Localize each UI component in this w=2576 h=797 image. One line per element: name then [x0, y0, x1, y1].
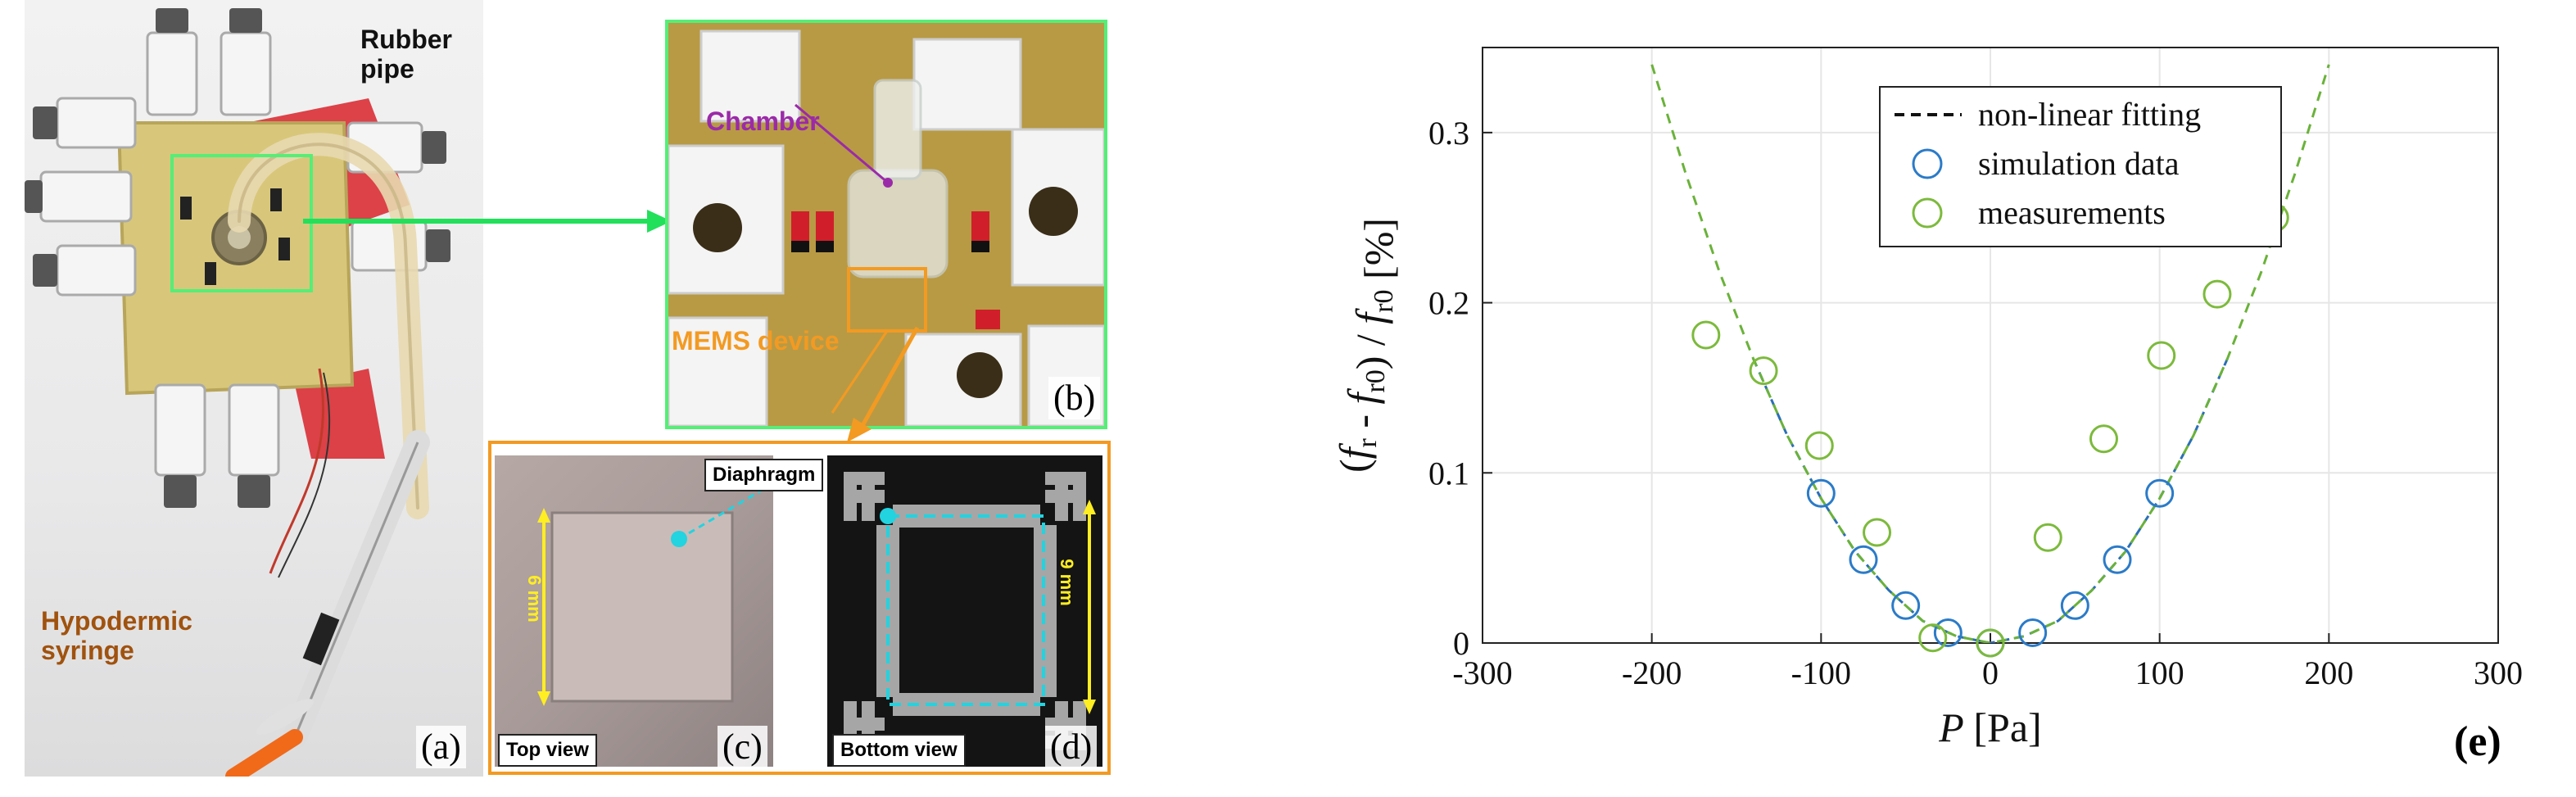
measurement-point	[2033, 523, 2062, 552]
y-tick-label: 0.3	[1428, 115, 1469, 152]
measurement-point	[1918, 623, 1948, 653]
panel-b-letter: (b)	[1048, 377, 1101, 419]
measurement-point	[2203, 279, 2232, 309]
panel-c-dimension-label: 6 mm	[524, 575, 545, 623]
simulation-point	[1806, 478, 1836, 508]
simulation-point	[1891, 591, 1921, 620]
simulation-point	[2103, 545, 2132, 574]
x-tick-label: -200	[1622, 654, 1682, 691]
x-axis-label: P [Pa]	[1938, 704, 2041, 750]
fit-line-overlay	[1752, 358, 2229, 643]
panel-a-photo	[25, 0, 483, 777]
x-tick-label: -100	[1791, 654, 1851, 691]
y-axis-label: (fr - fr0) / fr0 [%]	[1331, 218, 1401, 473]
measurement-point	[2089, 424, 2118, 454]
zoom-arrow-b-to-cd	[847, 326, 920, 442]
diaphragm-marker-d	[880, 508, 896, 524]
measurement-point	[1863, 518, 1892, 547]
chart-series	[1650, 64, 2330, 658]
measurement-point	[1749, 356, 1778, 386]
x-tick-label: 300	[2474, 654, 2523, 691]
diaphragm-label: Diaphragm	[704, 459, 824, 491]
rubber-pipe-label: Rubber pipe	[360, 25, 452, 84]
panel-a-illustration	[25, 8, 450, 777]
legend-entry-label: non-linear fitting	[1978, 96, 2201, 133]
panel-d-letter: (d)	[1045, 726, 1098, 768]
fit-line	[1650, 64, 2330, 643]
panel-c-photo	[495, 455, 773, 767]
panel-cd-frame	[488, 441, 1111, 775]
chart-legend: non-linear fitting simulation data measure…	[1879, 86, 2282, 247]
measurement-point	[2147, 341, 2176, 370]
panel-a-letter: (a)	[416, 726, 466, 768]
simulation-point	[1849, 545, 1878, 574]
bottom-view-tag: Bottom view	[832, 734, 966, 767]
measurement-point	[1691, 320, 1721, 350]
panel-d-dimension-label: 9 mm	[1057, 559, 1077, 606]
legend-marker-swatch	[1912, 197, 1943, 229]
panel-e-letter: (e)	[2454, 718, 2501, 765]
simulation-point	[2145, 478, 2175, 508]
x-tick-label: 100	[2135, 654, 2184, 691]
pressure-frequency-chart: -300 -200 -100 0 100 200 300 0 0.1 0.2 0.3 non-lin…	[1331, 47, 2523, 750]
y-tick-label: 0	[1453, 625, 1469, 662]
simulation-point	[1933, 618, 1963, 648]
panel-b-illustration	[668, 23, 1104, 426]
legend-marker-swatch	[1912, 148, 1943, 179]
legend-entry-label: measurements	[1978, 194, 2166, 231]
y-axis-title: (fr - fr0) / fr0 [%]	[1331, 218, 1401, 473]
top-view-tag: Top view	[498, 734, 597, 767]
x-tick-label: -300	[1452, 654, 1512, 691]
measurement-point	[1976, 628, 2005, 658]
mems-device-label: MEMS device	[672, 326, 840, 355]
hypodermic-syringe-label: Hypodermic syringe	[41, 606, 192, 665]
y-tick-label: 0.1	[1428, 455, 1469, 491]
x-axis-title: P [Pa]	[1938, 704, 2041, 750]
panel-b-photo	[665, 20, 1107, 429]
panel-c-letter: (c)	[718, 726, 767, 768]
chart-ticks: -300 -200 -100 0 100 200 300 0 0.1 0.2 0.3	[1428, 115, 2523, 691]
measurement-point	[1804, 431, 1834, 460]
panel-c-illustration	[537, 487, 766, 706]
y-tick-label: 0.2	[1428, 285, 1469, 322]
simulation-point	[2018, 618, 2048, 648]
x-tick-label: 200	[2304, 654, 2353, 691]
x-tick-label: 0	[1982, 654, 1999, 691]
zoom-arrow-a-to-b	[303, 210, 672, 233]
simulation-point	[2060, 591, 2089, 620]
chamber-label: Chamber	[706, 106, 820, 136]
legend-entry-label: simulation data	[1978, 145, 2180, 182]
